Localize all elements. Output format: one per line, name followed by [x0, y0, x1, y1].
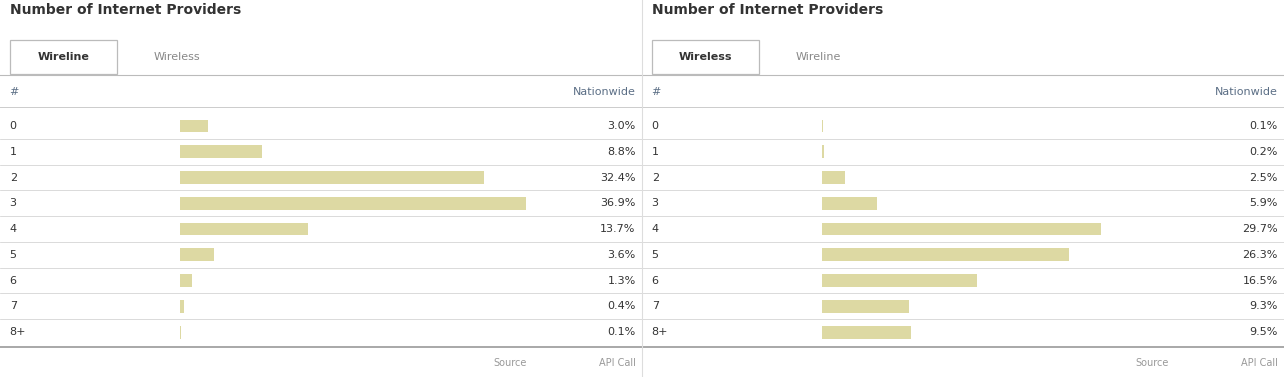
- FancyBboxPatch shape: [822, 274, 977, 287]
- Text: 5.9%: 5.9%: [1249, 198, 1278, 208]
- Text: 26.3%: 26.3%: [1242, 250, 1278, 260]
- Text: 3.6%: 3.6%: [607, 250, 636, 260]
- FancyBboxPatch shape: [180, 300, 184, 313]
- Text: 0.2%: 0.2%: [1249, 147, 1278, 157]
- Text: 6: 6: [9, 276, 17, 285]
- Text: 9.5%: 9.5%: [1249, 327, 1278, 337]
- Text: API Call: API Call: [598, 358, 636, 368]
- Text: 7: 7: [651, 301, 659, 311]
- FancyBboxPatch shape: [180, 197, 526, 210]
- Text: 8.8%: 8.8%: [607, 147, 636, 157]
- FancyBboxPatch shape: [180, 171, 484, 184]
- Text: 16.5%: 16.5%: [1243, 276, 1278, 285]
- Text: 0: 0: [9, 121, 17, 131]
- Text: Source: Source: [493, 358, 526, 368]
- Text: 3.0%: 3.0%: [607, 121, 636, 131]
- FancyBboxPatch shape: [822, 300, 909, 313]
- Text: 8+: 8+: [9, 327, 26, 337]
- Text: #: #: [9, 87, 19, 97]
- FancyBboxPatch shape: [822, 171, 845, 184]
- Text: 0.1%: 0.1%: [1249, 121, 1278, 131]
- FancyBboxPatch shape: [822, 248, 1068, 261]
- Text: 29.7%: 29.7%: [1242, 224, 1278, 234]
- Text: #: #: [651, 87, 661, 97]
- FancyBboxPatch shape: [822, 145, 823, 158]
- Text: Nationwide: Nationwide: [1215, 87, 1278, 97]
- Text: 9.3%: 9.3%: [1249, 301, 1278, 311]
- Text: Wireline: Wireline: [796, 52, 841, 61]
- Text: 7: 7: [9, 301, 17, 311]
- Text: Wireline: Wireline: [37, 52, 90, 61]
- Text: Number of Internet Providers: Number of Internet Providers: [9, 3, 241, 17]
- Text: 0.4%: 0.4%: [607, 301, 636, 311]
- FancyBboxPatch shape: [651, 40, 760, 74]
- Text: 36.9%: 36.9%: [600, 198, 636, 208]
- Text: API Call: API Call: [1240, 358, 1278, 368]
- Text: 0.1%: 0.1%: [607, 327, 636, 337]
- FancyBboxPatch shape: [822, 197, 877, 210]
- FancyBboxPatch shape: [180, 222, 308, 236]
- Text: 0: 0: [651, 121, 659, 131]
- Text: 2: 2: [9, 173, 17, 182]
- FancyBboxPatch shape: [9, 40, 118, 74]
- Text: 5: 5: [9, 250, 17, 260]
- Text: 32.4%: 32.4%: [600, 173, 636, 182]
- Text: Number of Internet Providers: Number of Internet Providers: [651, 3, 883, 17]
- Text: 4: 4: [9, 224, 17, 234]
- Text: Source: Source: [1135, 358, 1168, 368]
- Text: 3: 3: [9, 198, 17, 208]
- FancyBboxPatch shape: [180, 145, 262, 158]
- Text: 5: 5: [651, 250, 659, 260]
- Text: 4: 4: [651, 224, 659, 234]
- FancyBboxPatch shape: [180, 274, 193, 287]
- Text: 1: 1: [651, 147, 659, 157]
- FancyBboxPatch shape: [180, 120, 208, 132]
- Text: 3: 3: [651, 198, 659, 208]
- Text: 13.7%: 13.7%: [600, 224, 636, 234]
- Text: 6: 6: [651, 276, 659, 285]
- FancyBboxPatch shape: [822, 222, 1100, 236]
- Text: Wireless: Wireless: [153, 52, 200, 61]
- FancyBboxPatch shape: [822, 326, 912, 339]
- Text: 2.5%: 2.5%: [1249, 173, 1278, 182]
- Text: 1: 1: [9, 147, 17, 157]
- Text: 1.3%: 1.3%: [607, 276, 636, 285]
- Text: Nationwide: Nationwide: [573, 87, 636, 97]
- Text: 2: 2: [651, 173, 659, 182]
- FancyBboxPatch shape: [180, 248, 213, 261]
- Text: Wireless: Wireless: [679, 52, 732, 61]
- Text: 8+: 8+: [651, 327, 668, 337]
